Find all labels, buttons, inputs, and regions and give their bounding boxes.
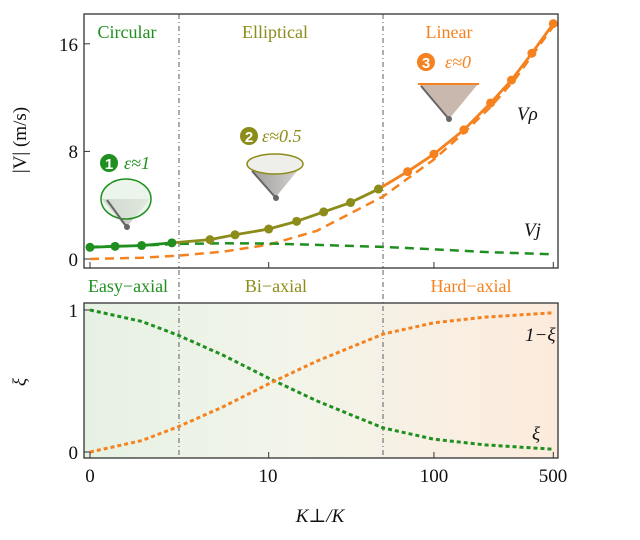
y-tick-label: 0: [69, 443, 79, 464]
number-badge-2: [240, 127, 258, 145]
spin-vector-icon: [420, 85, 449, 119]
bottom-panel-series: [89, 308, 554, 454]
velocity-line-segment: [233, 227, 271, 237]
y-tick-label: 1: [69, 301, 79, 322]
velocity-line-segment: [140, 241, 174, 247]
xi-dotted-line: [89, 308, 554, 451]
velocity-data-point: [167, 238, 177, 248]
series-label-v-rho: Vρ: [517, 104, 538, 125]
velocity-data-point: [85, 242, 95, 252]
precession-orbit-ellipse: [246, 153, 304, 175]
cone-apex: [124, 224, 130, 230]
velocity-data-point: [205, 235, 215, 245]
cone-icon: [419, 84, 478, 119]
top-panel-series: [85, 19, 558, 261]
velocity-data-point: [507, 75, 517, 85]
velocity-data-point: [486, 98, 496, 108]
region-label-bi-axial: Bi−axial: [245, 276, 307, 296]
number-badge-3: [417, 53, 435, 71]
cone-apex: [273, 195, 279, 201]
velocity-line-segment: [530, 22, 555, 55]
epsilon-label-1: ε≈1: [124, 153, 150, 173]
velocity-data-point: [264, 224, 274, 234]
top-panel-frame: [83, 13, 559, 269]
y-axis-label-bottom: ξ: [10, 377, 31, 386]
number-badge-2-text: 2: [245, 129, 253, 146]
velocity-data-point: [230, 230, 240, 240]
velocity-line-segment: [432, 128, 466, 156]
velocity-line-segment: [406, 152, 436, 173]
epsilon-label-3: ε≈0: [445, 52, 471, 72]
cone-inset-linear: 3 ε≈0: [417, 52, 479, 122]
velocity-line-segment: [489, 78, 513, 105]
v-j-dashed-line: [89, 242, 554, 256]
series-label-one-minus-xi: 1−ξ: [525, 325, 556, 346]
spin-vector-icon: [251, 170, 276, 198]
velocity-data-point: [319, 207, 329, 217]
cone-inset-elliptical: 2 ε≈0.5: [240, 126, 304, 201]
series-label-xi: ξ: [532, 424, 541, 445]
y-tick-label: 0: [69, 250, 79, 271]
x-tick-label: 10: [259, 466, 278, 487]
velocity-data-point: [429, 149, 439, 159]
velocity-data-point: [527, 48, 537, 58]
y-axis-label-top: |V| (m/s): [10, 107, 31, 173]
series-label-v-j: Vj: [524, 220, 541, 241]
velocity-data-point: [346, 198, 356, 208]
region-label-circular: Circular: [98, 22, 157, 42]
epsilon-label-2: ε≈0.5: [262, 126, 301, 146]
region-label-elliptical: Elliptical: [242, 22, 308, 42]
x-tick-label: 500: [539, 466, 568, 487]
x-tick-label: 100: [420, 466, 449, 487]
velocity-line-segment: [295, 210, 326, 223]
velocity-line-segment: [377, 170, 410, 191]
region-label-easy-axial: Easy−axial: [88, 276, 168, 296]
x-tick-label: 0: [85, 466, 95, 487]
y-tick-label: 8: [69, 142, 79, 163]
cone-apex: [446, 116, 452, 122]
velocity-data-point: [374, 184, 384, 194]
velocity-data-point: [548, 19, 558, 29]
velocity-line-segment: [322, 201, 352, 214]
x-axis-label: K⊥/K: [295, 506, 346, 527]
region-label-hard-axial: Hard−axial: [430, 276, 511, 296]
velocity-data-point: [110, 241, 120, 251]
number-badge-1: [100, 154, 118, 172]
velocity-line-segment: [349, 187, 380, 204]
axis-ticks: [84, 43, 554, 458]
velocity-data-point: [137, 241, 147, 251]
region-label-linear: Linear: [426, 22, 473, 42]
velocity-data-point: [459, 125, 469, 135]
number-badge-1-text: 1: [105, 156, 113, 173]
bottom-panel-background: [84, 303, 558, 458]
one-minus-xi-dotted-line: [89, 311, 554, 454]
number-badge-3-text: 3: [422, 55, 430, 72]
v-rho-dashed-line: [89, 25, 555, 261]
velocity-data-point: [403, 167, 413, 177]
velocity-data-point: [292, 216, 302, 226]
velocity-line-segment: [510, 51, 534, 82]
velocity-line-segment: [170, 238, 212, 245]
precession-orbit-circle: [100, 178, 152, 220]
bottom-panel-frame: [83, 302, 559, 459]
velocity-line-segment: [462, 101, 492, 132]
y-tick-label: 16: [59, 35, 78, 56]
velocity-line-segment: [267, 219, 299, 231]
spin-vector-icon: [106, 199, 127, 227]
cone-inset-circular: 1 ε≈1: [100, 153, 152, 230]
